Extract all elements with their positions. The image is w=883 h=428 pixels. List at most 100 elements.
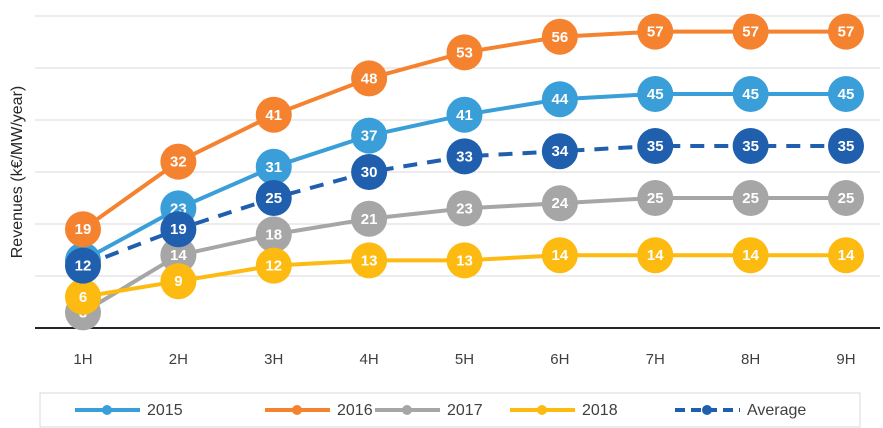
marker [828, 237, 864, 274]
marker [732, 180, 769, 216]
data-label: 9 [174, 273, 182, 290]
marker [351, 60, 388, 97]
data-label: 13 [361, 252, 378, 269]
data-label: 25 [742, 190, 759, 207]
data-label: 14 [742, 247, 759, 264]
marker [160, 211, 197, 248]
series: 6 9 12 13 13 14 14 14 14 [65, 237, 864, 315]
data-label: 19 [75, 221, 92, 238]
data-label: 56 [552, 29, 569, 46]
data-label: 41 [265, 107, 282, 124]
legend-label: 2018 [582, 402, 618, 419]
marker [828, 180, 864, 216]
data-label: 32 [170, 154, 187, 171]
legend-label: 2017 [447, 402, 483, 419]
legend-box [39, 392, 861, 428]
data-label: 23 [456, 200, 473, 217]
x-tick-label: 2H [169, 351, 188, 368]
data-label: 25 [265, 190, 282, 207]
data-label: 12 [265, 258, 282, 275]
marker [160, 263, 197, 300]
marker [732, 128, 769, 164]
data-label: 19 [170, 221, 187, 238]
x-tick-label: 7H [646, 351, 665, 368]
data-label: 57 [838, 24, 855, 41]
data-label: 14 [170, 247, 187, 264]
marker [65, 211, 101, 248]
data-label: 12 [75, 258, 92, 275]
marker [160, 237, 197, 274]
data-label: 45 [647, 86, 664, 103]
marker [351, 200, 388, 237]
data-label: 14 [647, 247, 664, 264]
x-tick-label: 6H [550, 351, 569, 368]
marker [637, 13, 674, 50]
data-label: 18 [265, 226, 282, 243]
data-label: 35 [838, 138, 855, 155]
data-label: 33 [456, 148, 473, 165]
data-label: 25 [647, 190, 664, 207]
marker [351, 117, 388, 154]
marker [255, 180, 292, 216]
marker [828, 128, 864, 164]
marker [446, 96, 483, 133]
marker [65, 278, 101, 315]
data-label: 48 [361, 70, 378, 87]
data-label: 25 [838, 190, 855, 207]
data-label: 44 [552, 91, 569, 108]
x-tick-label: 9H [836, 351, 855, 368]
data-label: 45 [742, 86, 759, 103]
marker [541, 133, 578, 170]
legend-label: 2016 [337, 402, 373, 419]
marker [828, 13, 864, 50]
x-tick-label: 4H [360, 351, 379, 368]
legend-marker [292, 405, 302, 415]
marker [637, 76, 674, 112]
data-label: 37 [361, 128, 378, 145]
data-label: 57 [647, 24, 664, 41]
marker [255, 148, 292, 185]
data-label: 21 [361, 211, 378, 228]
data-label: 53 [456, 44, 473, 61]
marker [255, 247, 292, 284]
data-label: 41 [456, 107, 473, 124]
data-label: 35 [742, 138, 759, 155]
data-label: 6 [79, 289, 87, 306]
data-label: 34 [552, 143, 569, 160]
data-label: 57 [742, 24, 759, 41]
marker [637, 180, 674, 216]
legend-marker [402, 405, 412, 415]
marker [828, 76, 864, 112]
legend-label: Average [747, 402, 806, 419]
data-label: 13 [456, 252, 473, 269]
marker [541, 185, 578, 222]
marker [351, 242, 388, 279]
marker [637, 128, 674, 164]
data-label: 35 [647, 138, 664, 155]
marker [446, 138, 483, 175]
marker [160, 143, 197, 180]
data-label: 30 [361, 164, 378, 181]
marker [255, 216, 292, 253]
marker [65, 247, 101, 284]
legend-marker [102, 405, 112, 415]
data-label: 31 [265, 159, 282, 176]
y-axis-label: Revenues (k€/MW/year) [9, 86, 26, 259]
marker [446, 34, 483, 71]
legend-marker [537, 405, 547, 415]
marker [732, 237, 769, 274]
data-label: 24 [552, 195, 569, 212]
series: 19 32 41 48 53 56 57 57 57 [65, 13, 864, 248]
legend-marker [702, 405, 712, 415]
x-tick-label: 3H [264, 351, 283, 368]
x-tick-label: 1H [73, 351, 92, 368]
marker [446, 242, 483, 279]
marker [637, 237, 674, 274]
series: 31418212324252525 [65, 180, 864, 331]
marker [446, 190, 483, 227]
x-tick-label: 5H [455, 351, 474, 368]
legend-label: 2015 [147, 402, 183, 419]
data-label: 14 [552, 247, 569, 264]
x-tick-label: 8H [741, 351, 760, 368]
marker [255, 96, 292, 133]
